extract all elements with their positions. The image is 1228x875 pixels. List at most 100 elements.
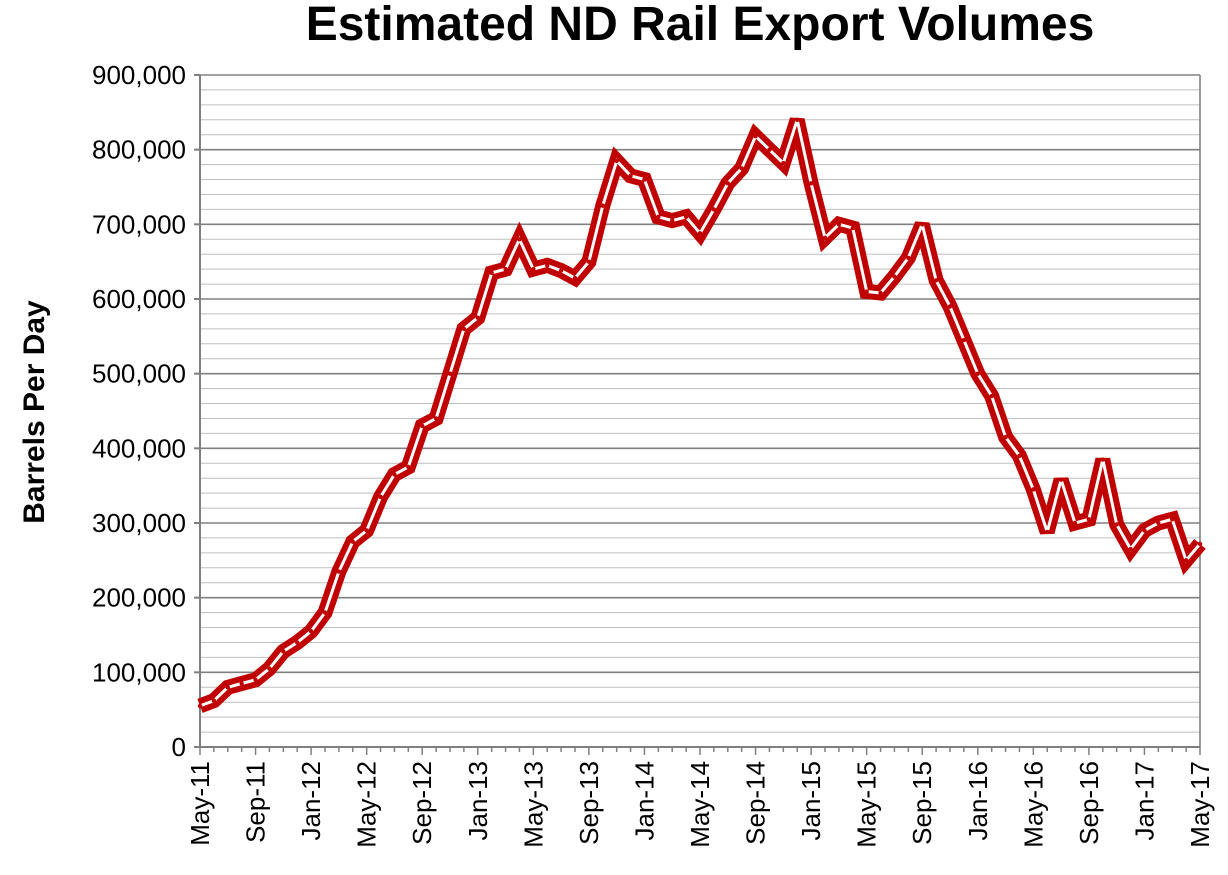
data-point: [503, 266, 508, 272]
data-point: [475, 315, 480, 320]
data-point: [447, 371, 453, 376]
data-point: [461, 326, 467, 332]
data-point: [1017, 453, 1022, 458]
data-point: [1156, 520, 1161, 526]
x-tick-label: Jan-17: [1129, 761, 1159, 841]
data-point: [1100, 457, 1105, 462]
data-point: [489, 270, 494, 276]
x-tick-label: May-15: [852, 761, 882, 848]
data-point: [378, 494, 383, 500]
data-point: [725, 181, 730, 186]
data-point: [864, 289, 869, 294]
data-point: [1142, 528, 1147, 533]
data-point: [225, 685, 230, 690]
data-point: [892, 274, 897, 279]
data-point: [253, 677, 258, 682]
data-point: [239, 681, 244, 686]
data-point: [822, 235, 828, 240]
data-point: [1031, 487, 1036, 492]
data-point: [781, 160, 786, 166]
data-point: [281, 649, 286, 654]
y-tick-label: 300,000: [92, 508, 186, 538]
x-tick-label: Sep-16: [1074, 761, 1104, 845]
data-point: [572, 275, 578, 281]
data-point: [1072, 520, 1078, 526]
data-point: [558, 268, 564, 273]
data-point: [697, 231, 703, 236]
y-axis-label: Barrels Per Day: [18, 300, 51, 524]
x-tick-label: May-12: [352, 761, 382, 848]
data-point: [433, 416, 439, 421]
y-tick-label: 900,000: [92, 60, 186, 90]
data-point: [531, 266, 536, 272]
data-point: [656, 214, 661, 220]
data-point: [308, 629, 314, 634]
data-point: [600, 203, 605, 208]
x-tick-label: Jan-15: [796, 761, 826, 841]
y-tick-label: 0: [172, 732, 186, 762]
y-tick-label: 600,000: [92, 284, 186, 314]
x-tick-label: Jan-13: [463, 761, 493, 841]
data-point: [947, 304, 953, 309]
data-point: [211, 698, 217, 703]
data-point: [670, 218, 675, 223]
data-point: [1128, 546, 1133, 552]
data-point: [767, 147, 772, 152]
data-point: [808, 181, 814, 186]
y-tick-label: 200,000: [92, 583, 186, 613]
data-point: [1170, 517, 1175, 522]
data-point: [961, 337, 967, 343]
series-line-inner: [199, 119, 1202, 708]
data-point: [420, 423, 425, 429]
axes: [199, 75, 1200, 748]
x-tick-label: Sep-13: [574, 761, 604, 845]
data-point: [614, 158, 619, 164]
x-axis-ticks: May-11 Sep-11 Jan-12 May-12 Sep-12 Jan-13 May-…: [185, 747, 1215, 848]
data-point: [1003, 434, 1008, 440]
data-point: [392, 472, 397, 477]
data-point: [989, 393, 994, 399]
data-point: [795, 117, 800, 123]
data-point: [753, 134, 758, 139]
data-point: [322, 610, 328, 615]
x-tick-label: May-17: [1185, 761, 1215, 848]
x-tick-label: Sep-15: [907, 761, 937, 845]
chart-title: Estimated ND Rail Export Volumes: [306, 0, 1095, 51]
y-tick-label: 100,000: [92, 657, 186, 687]
y-tick-label: 400,000: [92, 433, 186, 463]
data-point: [1086, 517, 1092, 522]
data-point: [336, 569, 342, 574]
series-group: [197, 117, 1206, 713]
data-point: [295, 640, 300, 645]
x-tick-label: Jan-16: [963, 761, 993, 841]
series-line: [197, 117, 1206, 713]
x-tick-label: Jan-12: [296, 761, 326, 841]
x-tick-label: Sep-14: [741, 761, 771, 845]
data-point: [364, 528, 369, 533]
data-point: [628, 173, 633, 178]
data-point: [1197, 541, 1203, 547]
data-point: [739, 166, 744, 171]
data-point: [906, 255, 911, 261]
data-point: [197, 703, 203, 709]
x-tick-label: May-16: [1018, 761, 1048, 848]
data-point: [586, 259, 592, 264]
data-point: [933, 278, 939, 283]
data-point: [1114, 522, 1119, 527]
data-point: [850, 225, 855, 231]
data-point: [683, 214, 689, 220]
x-tick-label: Jan-14: [629, 761, 659, 841]
y-axis-ticks: 0 100,000 200,000 300,000 400,000 500,000 600,…: [92, 60, 200, 762]
y-tick-label: 700,000: [92, 209, 186, 239]
data-point: [920, 222, 925, 227]
y-tick-label: 500,000: [92, 359, 186, 389]
data-point: [836, 222, 842, 227]
data-point: [267, 666, 272, 671]
x-tick-label: May-11: [185, 761, 215, 846]
data-point: [406, 464, 411, 470]
data-point: [350, 539, 355, 544]
x-tick-label: May-13: [518, 761, 548, 848]
y-tick-label: 800,000: [92, 135, 186, 165]
gridlines: [200, 74, 1201, 748]
